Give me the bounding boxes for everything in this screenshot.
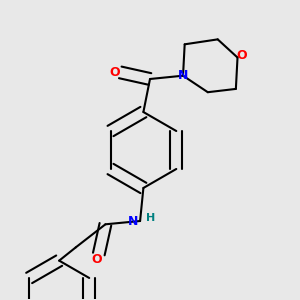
Text: O: O bbox=[92, 254, 103, 266]
Text: O: O bbox=[109, 66, 120, 79]
Text: H: H bbox=[146, 213, 155, 224]
Text: N: N bbox=[128, 214, 138, 227]
Text: N: N bbox=[178, 69, 188, 82]
Text: O: O bbox=[236, 50, 247, 62]
